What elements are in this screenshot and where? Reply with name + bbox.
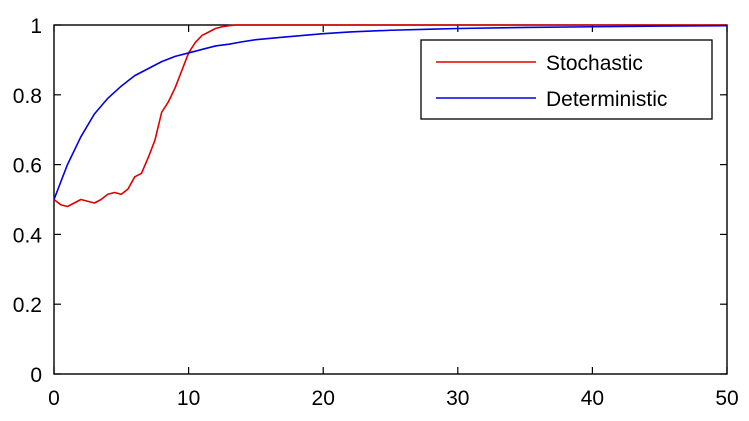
x-tick-label: 0 — [48, 387, 60, 410]
series-line-deterministic — [53, 24, 728, 200]
legend-label-deterministic: Deterministic — [546, 88, 667, 111]
legend-box — [420, 39, 713, 120]
y-tick-label: 1 — [30, 15, 42, 38]
axis-tick-labels: 0 10 20 30 40 50 0 0.2 0.4 0.6 0.8 1 — [13, 15, 739, 410]
legend-label-stochastic: Stochastic — [546, 52, 643, 75]
y-tick-label: 0.4 — [13, 224, 43, 247]
y-tick-label: 0 — [30, 364, 42, 387]
series-lines — [53, 24, 728, 208]
y-tick-label: 0.8 — [13, 85, 42, 108]
y-tick-label: 0.2 — [13, 294, 42, 317]
x-tick-label: 20 — [312, 387, 335, 410]
series-line-stochastic — [53, 24, 727, 208]
x-tick-label: 40 — [581, 387, 604, 410]
x-tick-label: 50 — [715, 387, 738, 410]
x-tick-label: 10 — [177, 387, 200, 410]
x-tick-label: 30 — [446, 387, 469, 410]
y-tick-label: 0.6 — [13, 155, 42, 178]
legend: Stochastic Deterministic — [420, 39, 713, 120]
